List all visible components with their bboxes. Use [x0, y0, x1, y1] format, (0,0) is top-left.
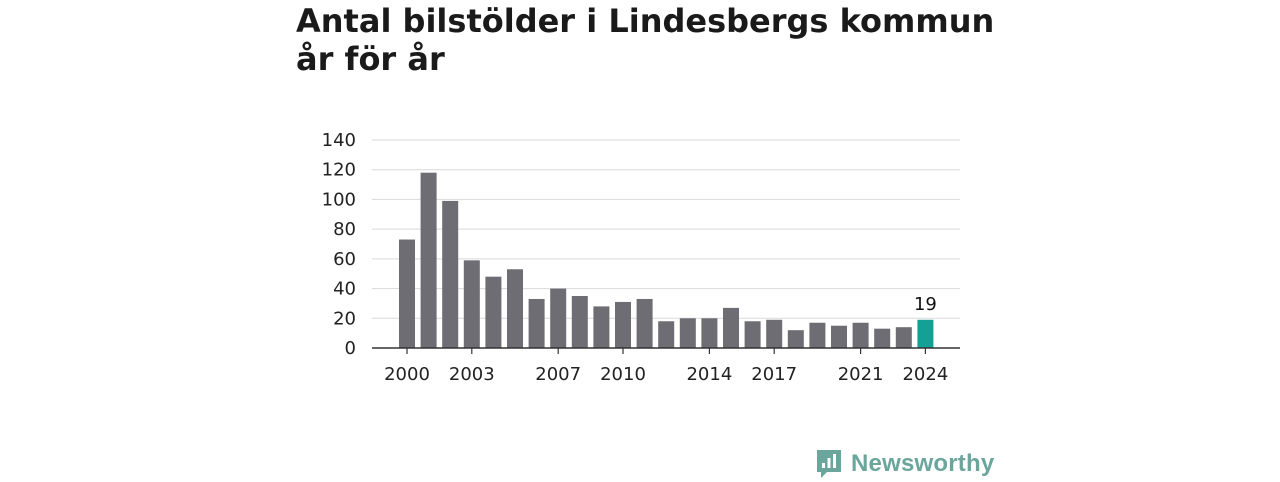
x-tick-label: 2024	[902, 364, 948, 385]
bar	[528, 298, 545, 348]
bar	[442, 200, 459, 348]
y-tick-label: 40	[333, 279, 356, 300]
bar	[744, 321, 761, 348]
bar	[636, 298, 653, 348]
x-tick-label: 2003	[449, 364, 495, 385]
bar	[463, 260, 480, 348]
bar	[895, 327, 912, 348]
bar	[809, 322, 826, 348]
bar	[917, 319, 934, 348]
bar	[831, 325, 847, 348]
bar	[550, 288, 567, 348]
bar	[615, 301, 631, 348]
bar	[852, 322, 869, 348]
y-tick-label: 100	[322, 189, 356, 210]
y-tick-label: 140	[322, 130, 356, 151]
chart-title-line-2: år för år	[296, 40, 445, 78]
bar	[420, 172, 437, 348]
bar	[766, 319, 783, 348]
x-tick-label: 2010	[600, 364, 646, 385]
x-tick-label: 2021	[838, 364, 884, 385]
bar	[787, 330, 804, 348]
y-tick-label: 120	[322, 160, 356, 181]
brand-name: Newsworthy	[851, 450, 995, 477]
x-tick-label: 2000	[384, 364, 430, 385]
newsworthy-logo-icon	[817, 450, 841, 478]
bar	[701, 318, 718, 348]
chart-title: Antal bilstölder i Lindesbergs kommun år…	[296, 2, 996, 78]
x-tick-label: 2017	[751, 364, 797, 385]
y-tick-label: 60	[333, 249, 356, 270]
chart-title-line-1: Antal bilstölder i Lindesbergs kommun	[296, 2, 995, 40]
bar	[485, 276, 502, 348]
bar	[571, 296, 588, 348]
bar	[723, 307, 739, 348]
x-tick-label: 2007	[535, 364, 581, 385]
bar	[679, 318, 696, 348]
y-tick-label: 80	[333, 219, 356, 240]
y-tick-label: 0	[345, 338, 356, 359]
bar	[399, 239, 415, 348]
bar	[507, 269, 523, 348]
brand-logo[interactable]: Newsworthy	[815, 446, 994, 482]
y-tick-label: 20	[333, 308, 356, 329]
data-label: 19	[914, 294, 937, 315]
bar	[874, 328, 891, 348]
bar	[593, 306, 610, 348]
x-tick-label: 2014	[686, 364, 732, 385]
bar	[658, 321, 675, 348]
